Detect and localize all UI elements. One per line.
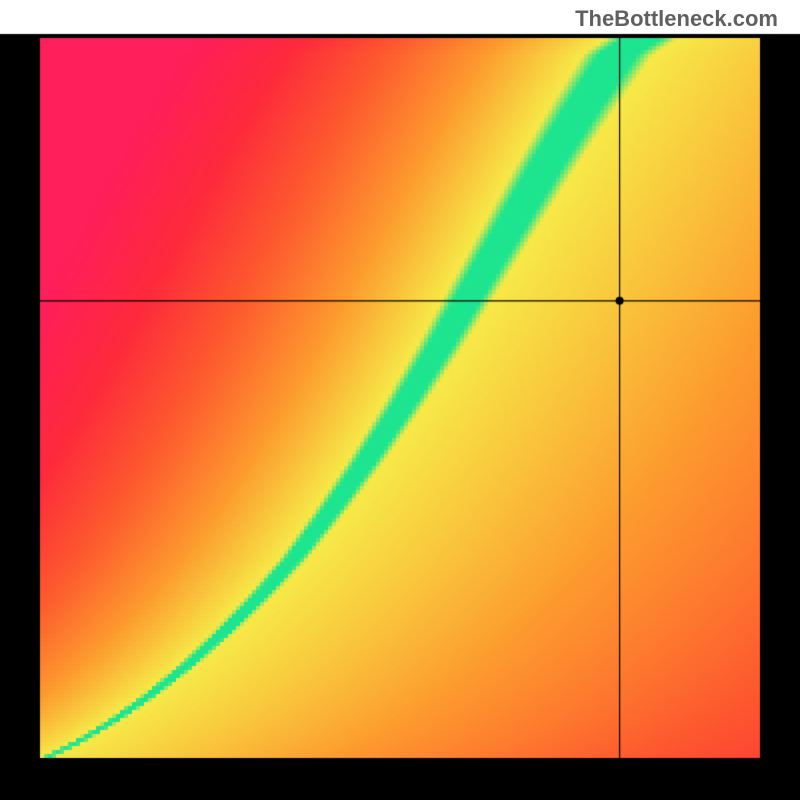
watermark-text: TheBottleneck.com (575, 6, 778, 32)
